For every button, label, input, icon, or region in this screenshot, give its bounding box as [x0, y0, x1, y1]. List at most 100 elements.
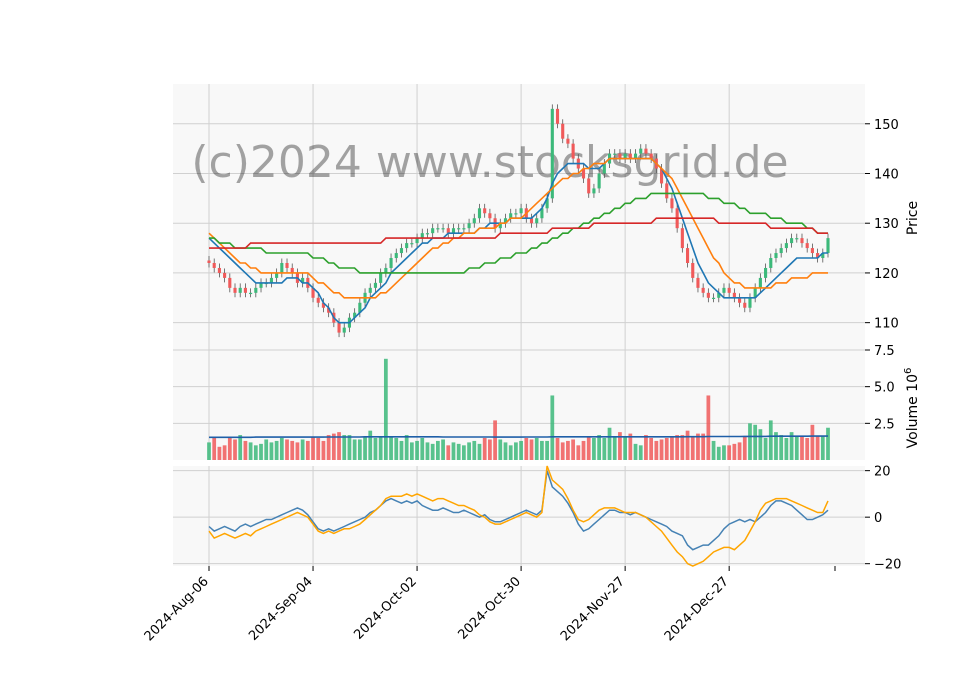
volume-bar: [373, 438, 378, 460]
candle-body: [441, 228, 445, 230]
volume-bar: [820, 436, 825, 460]
candle-body: [701, 287, 705, 293]
candle-body: [514, 213, 518, 215]
volume-bar: [321, 440, 326, 460]
candle-body: [337, 322, 341, 333]
candle-body: [405, 243, 409, 249]
volume-bar: [618, 432, 622, 460]
candle-body: [581, 168, 586, 179]
candle-body: [800, 238, 804, 244]
candle-body: [436, 228, 440, 230]
volume-bar: [774, 432, 778, 460]
indicator-tick-label: 0: [874, 511, 882, 526]
x-tick-label: 2024-Oct-02: [351, 574, 419, 642]
volume-bar: [815, 436, 820, 460]
volume-bar: [737, 442, 742, 460]
candle-body: [529, 218, 534, 224]
candle-body: [810, 248, 814, 254]
candle-body: [680, 228, 684, 249]
candle-body: [519, 208, 523, 214]
watermark: (c)2024 www.stocksgrid.de: [191, 137, 788, 188]
volume-bar: [607, 427, 612, 460]
volume-bar: [259, 443, 263, 460]
candle-body: [821, 253, 825, 259]
candle-body: [639, 148, 643, 154]
candle-body: [613, 153, 617, 155]
candle-body: [587, 178, 591, 194]
volume-bar: [664, 438, 669, 460]
volume-bar: [472, 440, 477, 460]
candle-body: [415, 238, 419, 244]
volume-bar: [800, 436, 804, 460]
candle-body: [368, 287, 372, 293]
volume-bar: [498, 439, 503, 460]
volume-bar: [409, 442, 414, 460]
volume-tick-label: 7.5: [874, 344, 895, 359]
volume-bar: [436, 440, 440, 460]
volume-bar: [597, 435, 601, 460]
moving-average-ma_long: [209, 217, 828, 249]
volume-bar: [342, 435, 347, 460]
candle-body: [769, 258, 773, 268]
x-tick-label: 2024-Sep-04: [246, 574, 316, 644]
volume-bar: [581, 440, 586, 460]
volume-bar: [742, 436, 747, 460]
candle-body: [826, 238, 830, 254]
volume-bar: [269, 442, 274, 460]
candle-body: [420, 233, 424, 239]
volume-bar: [732, 443, 737, 460]
candle-body: [488, 213, 492, 219]
volume-bar: [680, 435, 685, 460]
volume-bar: [638, 445, 643, 460]
volume-bar: [654, 440, 659, 460]
volume-bar: [394, 438, 399, 460]
volume-bar: [789, 432, 794, 460]
candle-body: [566, 138, 570, 144]
candle-body: [243, 287, 247, 293]
candle-body: [290, 267, 294, 273]
volume-bar: [274, 440, 279, 460]
volume-bar: [300, 439, 305, 460]
volume-bar: [222, 445, 227, 460]
volume-bar: [493, 420, 497, 460]
volume-bar: [503, 442, 508, 460]
x-tick-label: 2024-Oct-30: [455, 574, 523, 642]
volume-bar: [264, 439, 269, 460]
candle-body: [816, 253, 820, 259]
candle-body: [379, 272, 383, 283]
candle-body: [207, 260, 211, 263]
volume-bar: [727, 445, 732, 460]
volume-bar: [368, 430, 373, 460]
volume-bar: [248, 442, 253, 460]
candle-body: [790, 238, 794, 244]
candle-body: [254, 287, 258, 293]
volume-bar: [316, 438, 321, 460]
volume-bar: [451, 442, 456, 460]
volume-bar: [690, 436, 695, 460]
candle-body: [228, 277, 232, 288]
candle-body: [467, 223, 471, 229]
volume-bar: [347, 435, 352, 460]
candle-body: [316, 297, 320, 303]
candle-body: [462, 228, 466, 230]
volume-bar: [383, 358, 388, 460]
candle-body: [722, 287, 726, 293]
volume-bar: [467, 442, 471, 460]
indicator-tick-label: −20: [874, 558, 901, 573]
candle-body: [779, 248, 783, 254]
volume-bar: [238, 435, 243, 460]
volume-bar: [550, 395, 555, 460]
volume-bar: [670, 436, 674, 460]
candle-body: [774, 253, 778, 259]
volume-bar: [399, 440, 404, 460]
moving-average-ma_slow: [209, 192, 828, 274]
candle-body: [738, 297, 742, 303]
price-tick-label: 130: [874, 217, 899, 232]
volume-bar: [243, 440, 248, 460]
volume-bars: [207, 358, 830, 460]
volume-bar: [305, 440, 310, 460]
volume-bar: [425, 442, 430, 460]
x-tick-label: 2024-Nov-27: [558, 574, 628, 644]
candle-body: [685, 248, 690, 263]
moving-average-lines: [208, 157, 828, 324]
